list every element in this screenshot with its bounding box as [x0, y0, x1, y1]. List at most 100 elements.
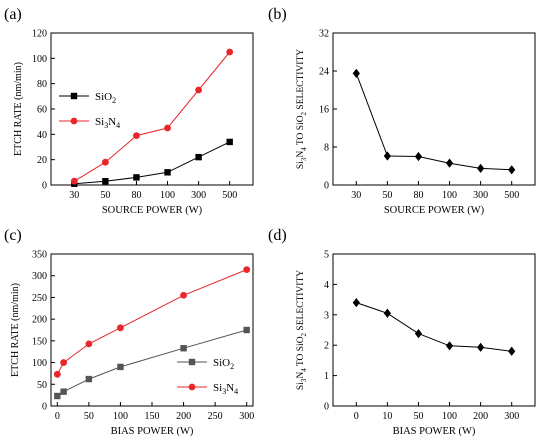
x-tick-label: 30	[351, 190, 361, 201]
data-point	[477, 342, 485, 352]
x-tick-label: 30	[69, 190, 79, 201]
x-tick-label: 150	[145, 411, 160, 422]
x-tick-label: 300	[473, 190, 488, 201]
y-tick-label: 40	[37, 130, 47, 141]
legend-text: SiO	[95, 91, 112, 103]
y-tick-label: 120	[32, 29, 47, 40]
plot-frame	[332, 32, 536, 186]
chart-panel-2: (c) 0 50 100 150 200 250 300 350 0 50 100 150 200 250 3…	[4, 227, 254, 437]
legend-label: SiO2	[213, 357, 234, 371]
x-axis-label: BIAS POWER (W)	[393, 426, 476, 437]
legend-text: SiO	[213, 357, 230, 369]
panel-label: (c)	[4, 227, 22, 244]
legend-marker	[70, 117, 78, 125]
y-label-sub: 2	[300, 332, 308, 336]
y-tick-label: 16	[319, 105, 329, 116]
data-point	[180, 345, 187, 352]
panel-label: (b)	[268, 6, 287, 23]
legend: SiO2 Si3N4	[59, 91, 120, 130]
data-point	[445, 341, 454, 351]
x-tick-label: 100	[160, 190, 175, 201]
y-label-text: N	[296, 372, 306, 379]
data-point	[85, 375, 93, 383]
data-point	[195, 86, 203, 94]
y-tick-label: 24	[319, 67, 329, 78]
data-point	[243, 326, 250, 334]
y-label-sub: 3	[300, 378, 308, 382]
x-tick-label: 50	[84, 411, 94, 422]
legend-sub: 3	[104, 121, 108, 130]
y-axis-label: ETCH RATE (nm/min)	[13, 62, 24, 156]
y-tick-label: 1	[324, 371, 329, 382]
x-tick-label: 0	[55, 411, 60, 422]
y-tick-label: 60	[37, 105, 47, 116]
y-tick-label: 100	[32, 54, 47, 65]
y-tick-label: 250	[32, 293, 47, 304]
x-tick-label: 200	[473, 411, 488, 422]
x-tick-label: 50	[382, 190, 392, 201]
x-tick-label: 500	[222, 190, 237, 201]
y-tick-label: 0	[42, 402, 47, 413]
data-point	[117, 324, 124, 332]
legend-text: Si	[213, 382, 222, 394]
data-point	[180, 291, 187, 299]
data-point	[352, 68, 360, 78]
data-point	[414, 329, 423, 339]
x-tick-label: 0	[354, 411, 359, 422]
data-point	[383, 151, 391, 161]
legend-sub: 3	[222, 387, 226, 396]
legend-text: N	[226, 382, 234, 394]
data-point	[85, 340, 93, 348]
data-point	[352, 298, 360, 308]
legend-sub: 4	[116, 121, 120, 130]
data-point	[102, 178, 109, 185]
legend-label: SiO2	[95, 91, 116, 105]
panel-label: (a)	[4, 6, 22, 23]
y-tick-label: 200	[32, 315, 47, 326]
data-point	[414, 151, 423, 162]
legend-marker	[188, 383, 196, 391]
data-point	[383, 308, 391, 318]
x-tick-label: 300	[504, 411, 519, 422]
y-tick-label: 4	[324, 280, 329, 291]
y-tick-label: 3	[324, 310, 329, 321]
y-label-sub: 4	[300, 147, 308, 151]
y-axis-label: Si3N4 TO SiO2 SELECTIVITY	[296, 49, 308, 169]
x-tick-label: 50	[413, 411, 423, 422]
data-point	[60, 388, 67, 395]
data-point	[445, 158, 454, 168]
data-point	[53, 370, 61, 378]
y-label-text: Si	[296, 161, 306, 169]
y-tick-label: 2	[324, 341, 329, 352]
data-point	[164, 169, 171, 176]
y-label-sub: 4	[300, 368, 308, 372]
series-line-1	[74, 51, 231, 182]
legend-sub: 4	[234, 387, 238, 396]
legend-text: Si	[95, 116, 104, 128]
y-axis-label: Si3N4 TO SiO2 SELECTIVITY	[296, 270, 308, 390]
x-tick-label: 80	[413, 190, 423, 201]
x-tick-label: 500	[504, 190, 519, 201]
y-axis-label: ETCH RATE (nm/min)	[10, 283, 21, 377]
data-point	[477, 163, 485, 173]
data-point	[243, 266, 251, 274]
series-line-0	[356, 302, 512, 352]
series-line-0	[74, 141, 230, 185]
y-label-text: TO SiO	[296, 115, 306, 147]
data-point	[117, 363, 124, 371]
x-tick-label: 10	[382, 411, 392, 422]
y-tick-label: 350	[32, 250, 47, 261]
legend-marker	[188, 358, 196, 366]
y-tick-label: 0	[324, 181, 329, 192]
x-tick-label: 300	[191, 190, 206, 201]
data-point	[133, 132, 140, 140]
plot-frame	[50, 32, 254, 186]
legend-sub: 2	[230, 362, 234, 371]
y-tick-label: 80	[37, 79, 47, 90]
y-tick-label: 0	[42, 181, 47, 192]
legend-sub: 2	[112, 96, 116, 105]
series-line-0	[355, 73, 512, 171]
data-point	[226, 138, 233, 146]
